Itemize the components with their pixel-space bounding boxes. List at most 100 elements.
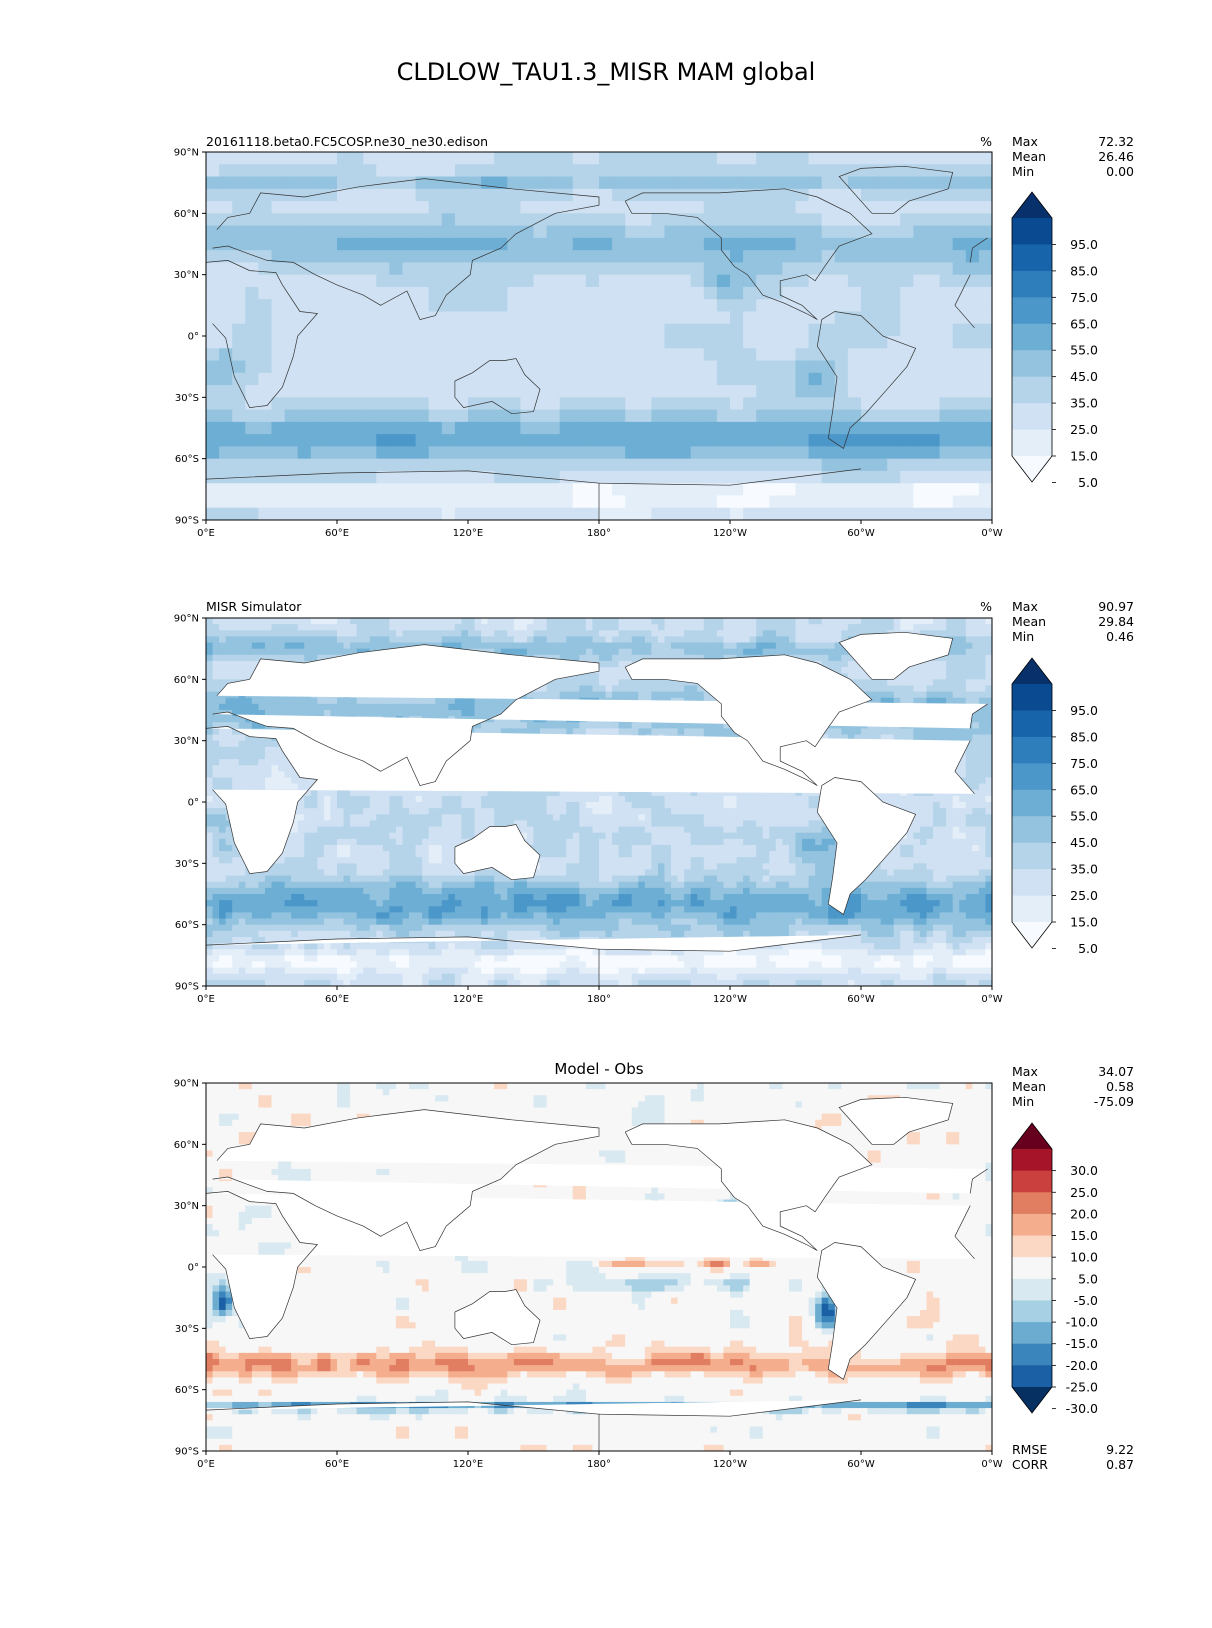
field-cell (703, 360, 718, 374)
field-cell (212, 716, 220, 723)
field-cell (494, 262, 508, 276)
colorbar-label: 25.0 (1070, 422, 1098, 437)
field-cell (350, 372, 364, 386)
field-cell (441, 237, 456, 251)
field-cell (251, 936, 259, 944)
field-cell (310, 857, 318, 864)
field-cell (245, 765, 253, 772)
field-cell (474, 887, 482, 895)
field-cell (494, 434, 508, 447)
field-cell (448, 838, 456, 846)
field-cell (212, 703, 220, 711)
field-cell (304, 863, 312, 871)
field-cell (664, 323, 679, 337)
field-cell (435, 912, 443, 920)
field-cell (271, 740, 279, 748)
field-cell (206, 936, 214, 944)
field-cell (612, 336, 626, 349)
field-cell (428, 262, 443, 276)
field-cell (507, 955, 515, 963)
field-cell (264, 777, 273, 785)
field-cell (513, 949, 521, 956)
field-cell (389, 642, 397, 650)
field-cell (441, 894, 449, 901)
field-cell (494, 323, 508, 337)
field-cell (526, 906, 535, 913)
field-cell (730, 286, 744, 300)
field-cell (481, 336, 495, 349)
field-cell (441, 176, 456, 190)
field-cell (500, 918, 508, 926)
field-cell (238, 648, 246, 656)
field-cell (847, 225, 862, 239)
field-cell (435, 863, 443, 871)
field-cell (507, 918, 515, 926)
field-cell (337, 973, 345, 981)
field-cell (245, 660, 253, 668)
field-cell (297, 869, 305, 877)
field-cell (297, 372, 312, 386)
field-cell (271, 225, 286, 239)
field-cell (402, 286, 417, 300)
field-cell (284, 250, 299, 263)
field-cell (376, 618, 384, 625)
field-cell (271, 703, 279, 711)
field-cell (225, 863, 233, 871)
field-cell (317, 973, 325, 981)
field-cell (487, 924, 495, 932)
field-cell (415, 863, 423, 871)
field-cell (474, 630, 482, 637)
field-cell (978, 274, 992, 288)
field-cell (232, 630, 240, 637)
field-cell (323, 250, 338, 263)
field-cell (402, 795, 410, 803)
field-cell (664, 458, 679, 472)
field-cell (834, 397, 849, 411)
field-cell (291, 906, 299, 913)
field-cell (356, 881, 364, 889)
field-cell (389, 250, 404, 263)
field-cell (900, 152, 914, 165)
field-cell (402, 826, 410, 834)
field-cell (245, 385, 259, 398)
field-cell (258, 930, 266, 938)
field-cell (323, 648, 332, 656)
field-cell (337, 630, 345, 637)
field-cell (834, 164, 849, 178)
field-cell (952, 458, 967, 472)
field-cell (206, 188, 220, 202)
field-cell (376, 642, 384, 650)
field-cell (356, 900, 364, 907)
field-cell (441, 188, 456, 202)
field-cell (323, 832, 332, 840)
field-cell (435, 795, 443, 803)
field-cell (487, 648, 495, 656)
field-cell (232, 894, 240, 901)
field-cell (402, 808, 410, 815)
field-cell (978, 201, 992, 214)
field-cell (494, 697, 502, 705)
field-cell (304, 943, 312, 950)
field-cell (625, 164, 639, 178)
field-cell (435, 808, 443, 815)
field-cell (258, 752, 266, 760)
field-cell (448, 624, 456, 631)
field-cell (533, 875, 541, 883)
field-cell (494, 483, 508, 497)
field-cell (454, 869, 463, 877)
field-cell (389, 507, 404, 520)
field-cell (225, 703, 233, 711)
field-cell (468, 507, 482, 520)
field-cell (821, 188, 836, 202)
field-cell (291, 943, 299, 950)
field-cell (494, 973, 502, 981)
field-cell (913, 213, 928, 227)
field-cell (415, 789, 423, 797)
field-cell (271, 697, 279, 705)
field-cell (212, 887, 220, 895)
stat-rmse: RMSE 9.22 (1012, 1442, 1134, 1457)
field-cell (323, 636, 332, 644)
field-cell (887, 470, 901, 484)
field-cell (664, 176, 679, 190)
field-cell (756, 385, 770, 398)
